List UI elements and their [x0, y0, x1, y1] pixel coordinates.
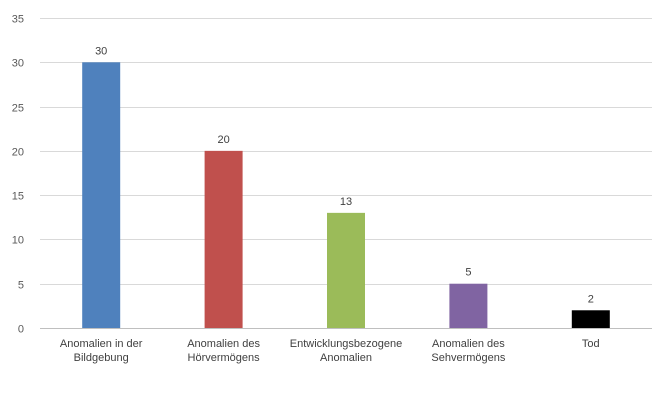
category-label-line: Entwicklungsbezogene	[290, 338, 403, 350]
category-label-line: Tod	[582, 338, 600, 350]
x-axis-category-labels: Anomalien in der Bildgebung Anomalien des H…	[60, 338, 600, 364]
category-label-line: Bildgebung	[74, 352, 129, 364]
category-label: Tod	[582, 338, 600, 350]
bar	[204, 150, 243, 328]
bar	[449, 283, 488, 328]
category-label-line: Anomalien des	[187, 338, 260, 350]
y-tick-label: 30	[12, 58, 24, 70]
y-tick-label: 25	[12, 103, 24, 115]
data-labels: 30 20 13 5 2	[95, 45, 594, 305]
category-label: Anomalien des Hörvermögens	[187, 338, 260, 364]
y-tick-label: 15	[12, 191, 24, 203]
y-tick-label: 35	[12, 14, 24, 26]
category-label-line: Anomalien in der	[60, 338, 143, 350]
category-label-line: Anomalien	[320, 352, 372, 364]
category-label-line: Sehvermögens	[431, 352, 505, 364]
bar	[82, 62, 121, 329]
bars	[82, 62, 610, 329]
y-tick-label: 10	[12, 235, 24, 247]
category-label: Anomalien in der Bildgebung	[60, 338, 143, 364]
y-tick-label: 5	[18, 280, 24, 292]
data-label: 5	[465, 267, 471, 279]
data-label: 2	[588, 293, 594, 305]
y-tick-label: 0	[18, 324, 24, 336]
y-tick-label: 20	[12, 147, 24, 159]
y-axis-tick-labels: 0 5 10 15 20 25 30 35	[12, 14, 24, 336]
category-label-line: Hörvermögens	[188, 352, 261, 364]
category-label: Entwicklungsbezogene Anomalien	[290, 338, 403, 364]
data-label: 20	[217, 134, 229, 146]
category-label: Anomalien des Sehvermögens	[431, 338, 505, 364]
category-label-line: Anomalien des	[432, 338, 505, 350]
data-label: 13	[340, 196, 352, 208]
bar	[571, 310, 610, 328]
bar	[327, 212, 365, 328]
data-label: 30	[95, 45, 107, 57]
